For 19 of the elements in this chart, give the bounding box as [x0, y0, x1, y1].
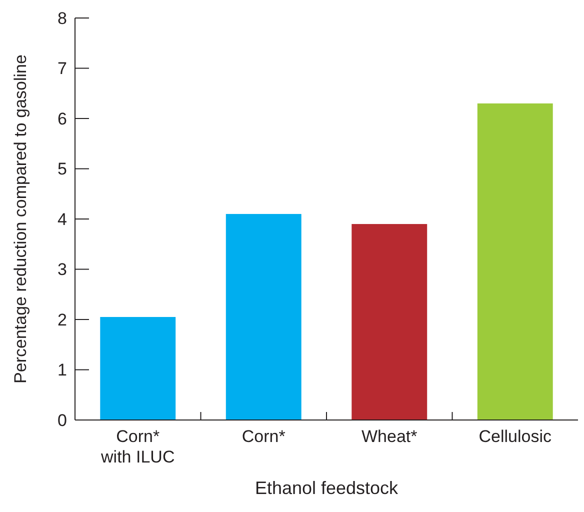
bar — [226, 214, 302, 420]
y-tick-label: 8 — [58, 8, 67, 28]
y-tick-label: 2 — [58, 310, 67, 330]
bar — [100, 316, 176, 420]
y-tick-label: 7 — [58, 59, 67, 78]
y-tick-label: 5 — [58, 160, 67, 179]
y-tick-label: 0 — [58, 410, 67, 430]
x-tick-label: Corn* with ILUC — [100, 427, 175, 466]
y-tick-label: 4 — [58, 210, 67, 229]
x-axis-title: Ethanol feedstock — [254, 478, 400, 498]
x-tick-label: Wheat* — [362, 427, 418, 446]
bar — [352, 224, 428, 420]
y-tick-label: 3 — [58, 260, 67, 280]
x-tick-label: Cellulosic — [478, 427, 552, 446]
x-tick-label: Corn* — [242, 427, 286, 446]
y-axis-title: Percentage reduction compared to gasoline — [11, 54, 30, 384]
y-tick-label: 6 — [58, 109, 67, 128]
bar — [477, 103, 553, 420]
y-tick-label: 1 — [58, 360, 67, 380]
